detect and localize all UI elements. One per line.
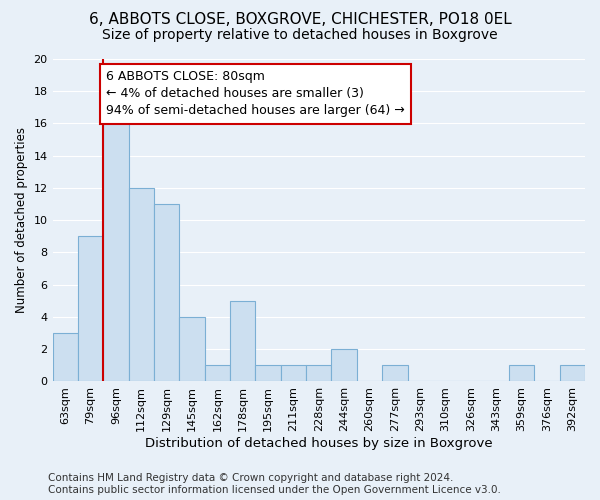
Bar xyxy=(509,366,534,382)
Text: Contains HM Land Registry data © Crown copyright and database right 2024.
Contai: Contains HM Land Registry data © Crown c… xyxy=(48,474,501,495)
Text: 6 ABBOTS CLOSE: 80sqm
← 4% of detached houses are smaller (3)
94% of semi-detach: 6 ABBOTS CLOSE: 80sqm ← 4% of detached h… xyxy=(106,70,404,118)
Bar xyxy=(103,108,128,382)
Bar xyxy=(205,366,230,382)
Text: Size of property relative to detached houses in Boxgrove: Size of property relative to detached ho… xyxy=(102,28,498,42)
Text: 6, ABBOTS CLOSE, BOXGROVE, CHICHESTER, PO18 0EL: 6, ABBOTS CLOSE, BOXGROVE, CHICHESTER, P… xyxy=(89,12,511,28)
Bar xyxy=(53,333,78,382)
Bar xyxy=(382,366,407,382)
Bar xyxy=(78,236,103,382)
Bar xyxy=(179,317,205,382)
Bar xyxy=(154,204,179,382)
Y-axis label: Number of detached properties: Number of detached properties xyxy=(15,127,28,313)
Bar xyxy=(281,366,306,382)
Bar xyxy=(306,366,331,382)
Bar xyxy=(230,301,256,382)
Bar xyxy=(331,349,357,382)
Bar xyxy=(256,366,281,382)
Bar xyxy=(560,366,585,382)
Bar xyxy=(128,188,154,382)
X-axis label: Distribution of detached houses by size in Boxgrove: Distribution of detached houses by size … xyxy=(145,437,493,450)
